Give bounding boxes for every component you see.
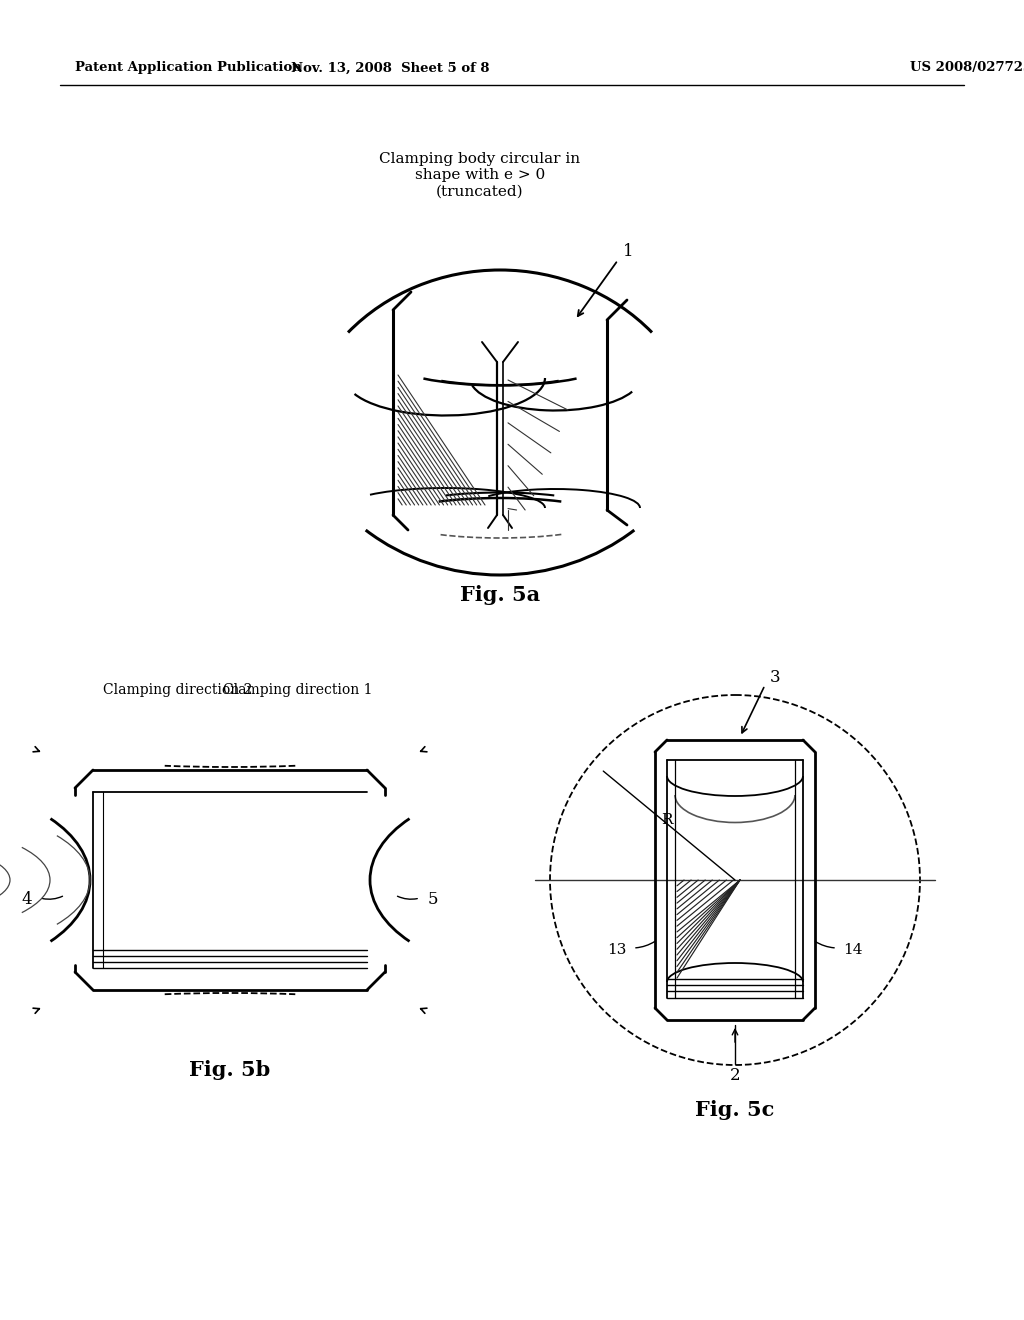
Text: 4: 4 — [22, 891, 33, 908]
Text: Nov. 13, 2008  Sheet 5 of 8: Nov. 13, 2008 Sheet 5 of 8 — [291, 62, 489, 74]
Text: Clamping body circular in
shape with e > 0
(truncated): Clamping body circular in shape with e >… — [380, 152, 581, 198]
Text: Clamping direction 1: Clamping direction 1 — [223, 682, 373, 697]
Text: Fig. 5a: Fig. 5a — [460, 585, 540, 605]
Text: Fig. 5b: Fig. 5b — [189, 1060, 270, 1080]
Text: 5: 5 — [428, 891, 438, 908]
Text: Clamping direction 2: Clamping direction 2 — [103, 682, 253, 697]
Text: R: R — [662, 813, 673, 828]
Text: 2: 2 — [730, 1067, 740, 1084]
Text: US 2008/0277238 A1: US 2008/0277238 A1 — [910, 62, 1024, 74]
Text: Fig. 5c: Fig. 5c — [695, 1100, 775, 1119]
Text: Patent Application Publication: Patent Application Publication — [75, 62, 302, 74]
Text: 13: 13 — [607, 942, 627, 957]
Text: 14: 14 — [843, 942, 863, 957]
Text: 3: 3 — [770, 669, 780, 686]
Text: 1: 1 — [623, 243, 634, 260]
